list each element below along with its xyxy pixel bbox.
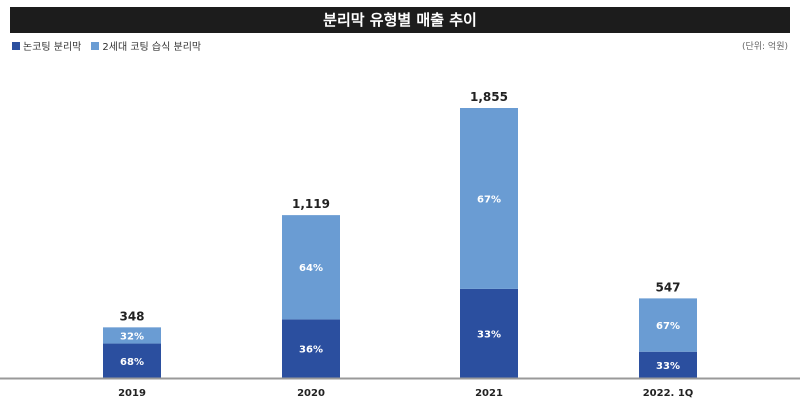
chart-title: 분리막 유형별 매출 추이: [10, 7, 790, 33]
segment-label: 33%: [477, 329, 501, 340]
legend-item-noncoated: 논코팅 분리막: [12, 38, 81, 53]
bar-segment: [460, 288, 518, 378]
bar-segment: [282, 319, 340, 378]
legend-label: 2세대 코팅 습식 분리막: [102, 42, 202, 53]
segment-label: 64%: [299, 263, 323, 274]
segment-label: 67%: [477, 194, 501, 205]
legend: 논코팅 분리막 2세대 코팅 습식 분리막: [12, 38, 201, 53]
bar-segment: [103, 343, 161, 378]
segment-label: 33%: [656, 361, 680, 372]
segment-label: 36%: [299, 345, 323, 356]
legend-item-coated: 2세대 코팅 습식 분리막: [91, 38, 201, 53]
x-tick-label: 2021: [475, 388, 503, 399]
segment-label: 67%: [656, 321, 680, 332]
x-tick-label: 2019: [118, 388, 146, 399]
x-tick-label: 2020: [297, 388, 325, 399]
bar-segment: [460, 108, 518, 289]
unit-label: (단위: 억원): [741, 42, 788, 52]
legend-swatch: [91, 41, 100, 50]
bar-segment: [282, 215, 340, 320]
segment-label: 32%: [120, 331, 144, 342]
legend-label: 논코팅 분리막: [23, 42, 82, 53]
segment-label: 68%: [120, 357, 144, 368]
total-label: 348: [119, 309, 144, 323]
total-label: 1,119: [292, 197, 330, 211]
bar-segment: [639, 298, 697, 352]
total-label: 547: [655, 280, 680, 294]
legend-swatch: [12, 41, 20, 50]
total-label: 1,855: [470, 90, 508, 104]
bar-segment: [103, 327, 161, 344]
bar-segment: [639, 351, 697, 378]
x-tick-label: 2022. 1Q: [643, 388, 694, 399]
